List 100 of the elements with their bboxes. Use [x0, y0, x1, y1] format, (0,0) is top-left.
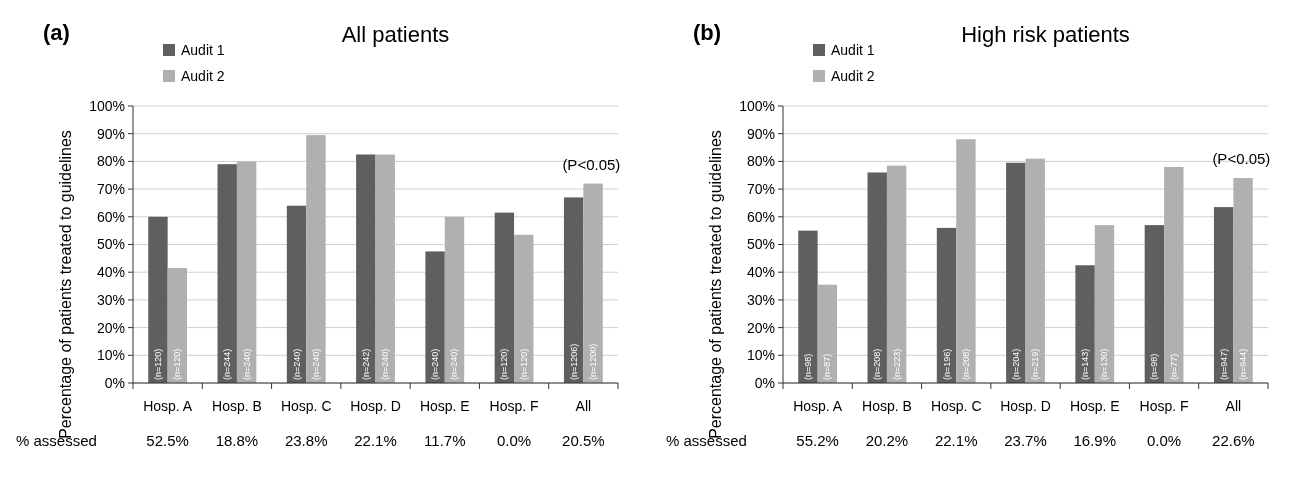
text: 0.0%	[496, 432, 532, 449]
y-tick-label: 60%	[746, 208, 775, 225]
x-tick-label: Hosp. A	[793, 398, 843, 414]
x-tick-label: Hosp. D	[1000, 398, 1051, 414]
annotation: (n=1200)	[588, 343, 599, 380]
bar	[1075, 265, 1095, 383]
text: 22.1%	[934, 432, 978, 449]
annotation: (n=223)	[891, 348, 902, 380]
y-tick-label: 10%	[746, 347, 775, 364]
y-tick-label: 70%	[746, 181, 775, 197]
legend-label: Audit 1	[831, 41, 875, 58]
x-tick-label: Hosp. F	[1139, 398, 1189, 414]
bar	[1144, 225, 1165, 383]
bar	[956, 139, 976, 383]
chart-title: High risk patients	[961, 22, 1130, 47]
legend-label: Audit 2	[831, 67, 875, 84]
annotation: (n=1206)	[568, 343, 579, 380]
y-tick-label: 0%	[754, 374, 775, 391]
annotation: (n=120)	[518, 348, 529, 380]
bar	[375, 154, 395, 383]
bar	[286, 205, 307, 383]
bar	[425, 251, 445, 383]
annotation: (n=77)	[1168, 353, 1179, 380]
text: 0.0%	[1146, 432, 1182, 449]
x-tick-label: Hosp. B	[862, 398, 912, 414]
text: 20.2%	[865, 432, 909, 449]
text: 52.5%	[146, 432, 189, 449]
annotation: (n=219)	[1030, 348, 1041, 380]
text: (b)	[693, 20, 722, 45]
annotation: (P<0.05)	[1212, 150, 1271, 168]
annotation: (n=120)	[172, 348, 183, 380]
y-tick-label: 10%	[96, 347, 125, 364]
bar	[1094, 225, 1115, 383]
bar	[217, 164, 237, 383]
annotation: (n=947)	[1218, 348, 1229, 380]
text: 23.7%	[1004, 432, 1047, 449]
y-tick-label: 40%	[746, 264, 775, 281]
bar	[1006, 162, 1026, 383]
y-tick-label: 100%	[739, 97, 775, 114]
annotation: (n=204)	[1010, 348, 1021, 380]
annotation: (n=98)	[1149, 353, 1160, 380]
annotation: (n=240)	[449, 348, 460, 380]
text: (a)	[43, 20, 70, 45]
y-tick-label: 50%	[746, 236, 775, 253]
y-tick-label: 30%	[746, 291, 775, 308]
bar	[936, 227, 957, 383]
bar	[1025, 158, 1045, 383]
x-tick-label: Hosp. B	[212, 398, 262, 414]
x-tick-label: Hosp. C	[280, 398, 332, 414]
bar	[1233, 178, 1253, 383]
annotation: (n=240)	[241, 348, 252, 380]
bar	[306, 135, 326, 383]
bar	[236, 161, 257, 383]
annotation: (n=944)	[1238, 348, 1249, 380]
annotation: (n=143)	[1080, 348, 1091, 380]
text: 55.2%	[796, 432, 839, 449]
annotation: (n=208)	[960, 348, 971, 380]
x-tick-label: All	[1225, 398, 1242, 414]
y-tick-label: 30%	[96, 291, 125, 308]
bar	[563, 197, 584, 383]
text: 22.6%	[1212, 432, 1255, 449]
annotation: (n=244)	[222, 348, 233, 380]
y-tick-label: 70%	[96, 181, 125, 197]
bar	[494, 212, 515, 383]
annotation: (n=120)	[499, 348, 510, 380]
bar	[583, 183, 603, 383]
y-tick-label: 0%	[104, 374, 125, 391]
y-tick-label: 80%	[96, 153, 125, 170]
annotation: (n=242)	[360, 348, 371, 380]
annotation: (n=87)	[822, 353, 833, 380]
bar	[356, 154, 376, 383]
bar	[148, 216, 168, 383]
annotation: (n=240)	[430, 348, 441, 380]
y-tick-label: 90%	[746, 125, 775, 142]
x-tick-label: Hosp. C	[930, 398, 982, 414]
text: 16.9%	[1073, 432, 1117, 449]
y-tick-label: 20%	[746, 319, 775, 336]
y-tick-label: 100%	[89, 97, 125, 114]
annotation: (n=240)	[291, 348, 302, 380]
bar	[444, 216, 465, 383]
x-tick-label: All	[575, 398, 592, 414]
annotation: (n=240)	[380, 348, 391, 380]
annotation: (n=240)	[310, 348, 321, 380]
bar	[1213, 207, 1234, 383]
bar	[1164, 166, 1184, 383]
text: 18.8%	[215, 432, 259, 449]
bar	[514, 234, 534, 383]
annotation: (n=130)	[1099, 348, 1110, 380]
y-tick-label: 90%	[96, 125, 125, 142]
bar	[167, 268, 188, 383]
bar	[867, 172, 887, 383]
x-tick-label: Hosp. A	[143, 398, 193, 414]
y-tick-label: 60%	[96, 208, 125, 225]
x-tick-label: Hosp. F	[489, 398, 539, 414]
text: 20.5%	[562, 432, 605, 449]
annotation: (n=120)	[152, 348, 163, 380]
x-tick-label: Hosp. E	[419, 398, 470, 414]
x-tick-label: Hosp. E	[1069, 398, 1120, 414]
y-tick-label: 80%	[746, 153, 775, 170]
y-tick-label: 20%	[96, 319, 125, 336]
